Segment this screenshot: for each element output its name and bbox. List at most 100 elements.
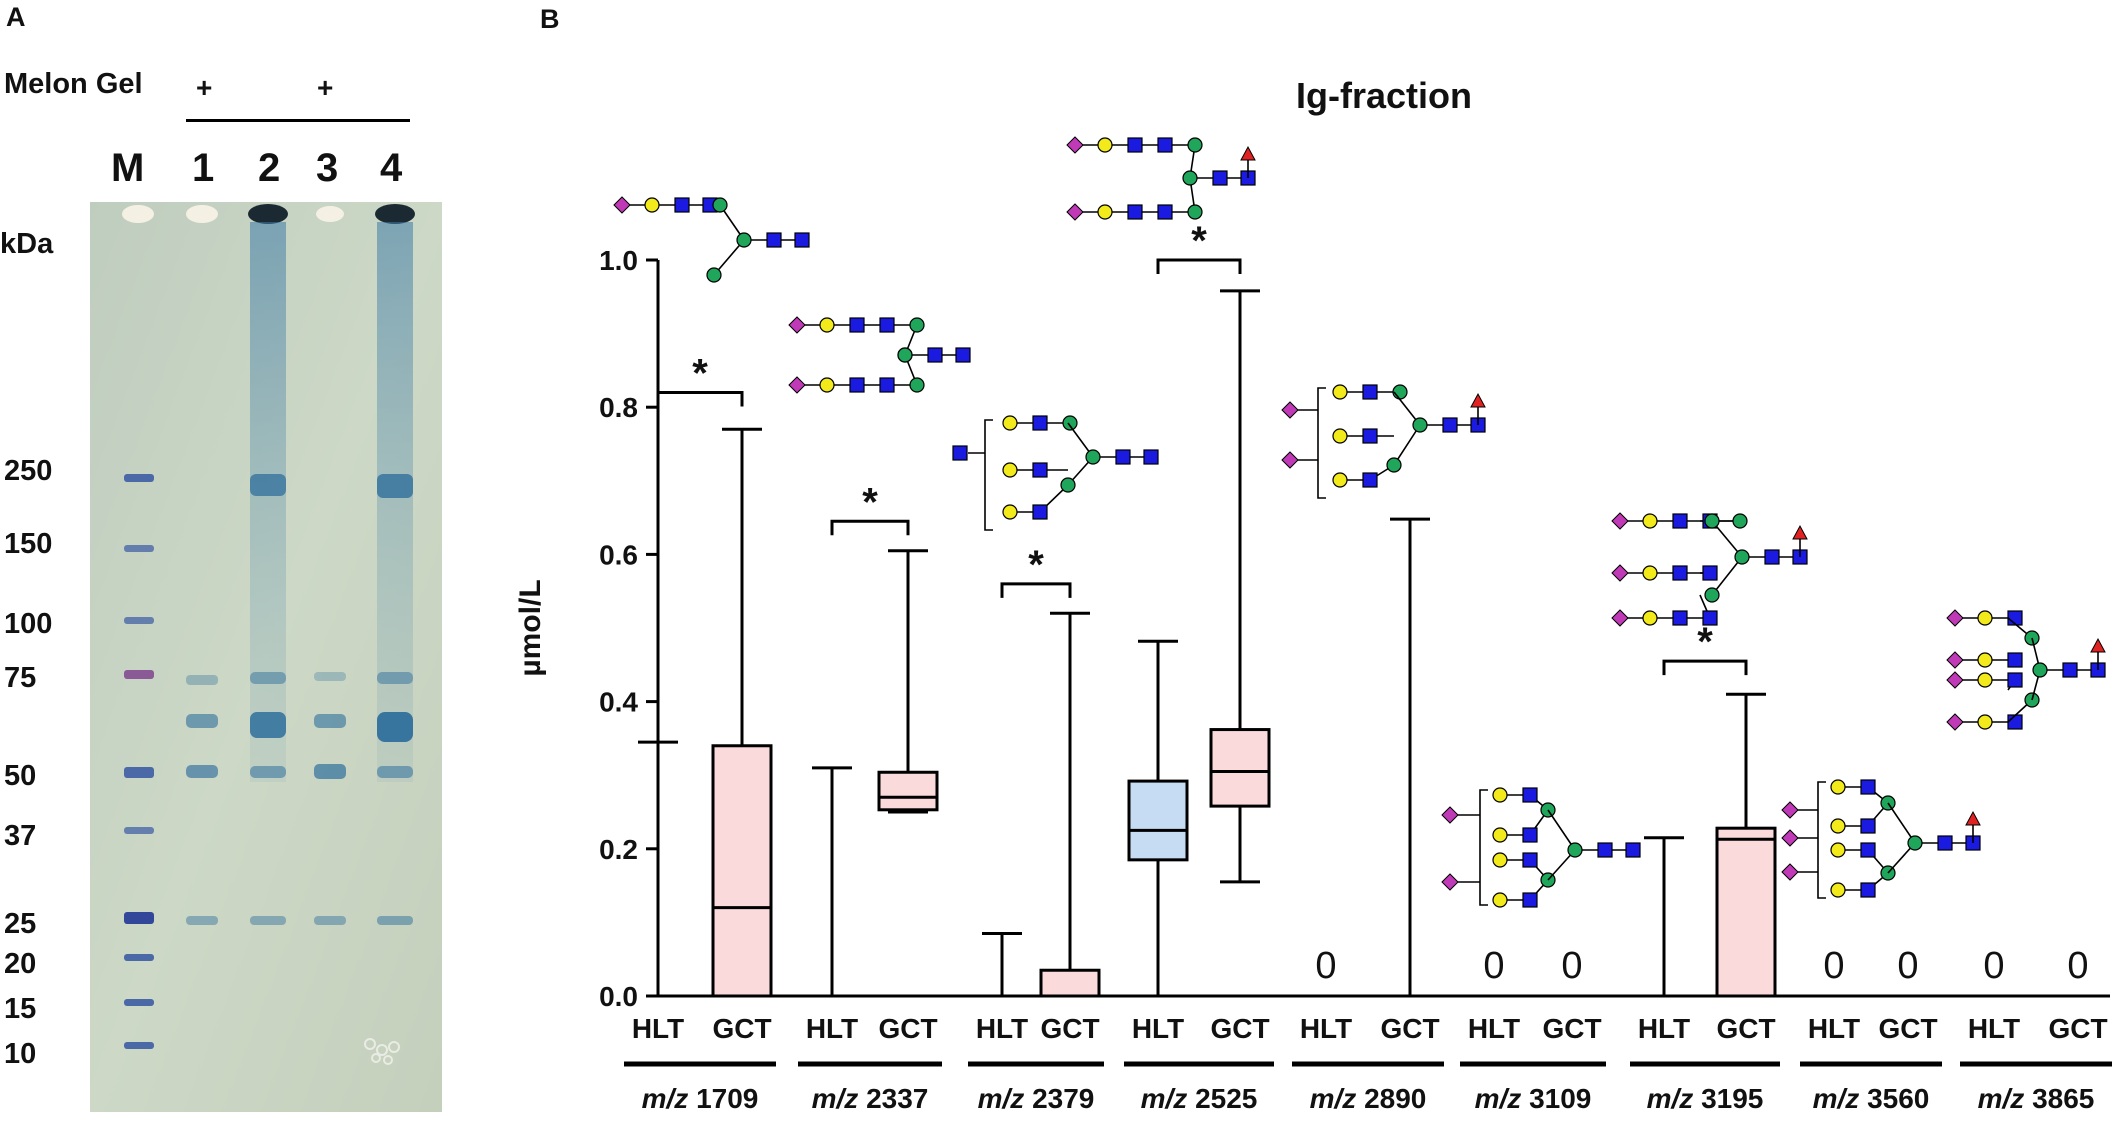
mannose-icon	[1567, 842, 1583, 858]
mannose-icon	[706, 267, 722, 283]
galactose-icon	[1332, 384, 1348, 400]
x-tick-label: GCT	[1542, 1013, 1601, 1044]
sialic-acid-icon	[1441, 806, 1459, 824]
y-tick-label: 0.2	[599, 834, 638, 865]
significance-bracket	[830, 519, 910, 536]
glycan-link	[1711, 556, 1743, 596]
zero-label: 0	[1897, 945, 1918, 987]
x-tick-label: HLT	[1638, 1013, 1690, 1044]
box	[1127, 779, 1189, 862]
sialic-acid-icon	[788, 376, 806, 394]
x-tick-label: GCT	[712, 1013, 771, 1044]
glycan-link	[713, 239, 745, 276]
glcnac-icon	[1702, 565, 1718, 581]
glcnac-icon	[955, 347, 971, 363]
galactose-icon	[1002, 462, 1018, 478]
galactose-icon	[1097, 137, 1113, 153]
marker-label: 100	[4, 608, 53, 640]
mannose-icon	[712, 197, 728, 213]
glcnac-icon	[1597, 842, 1613, 858]
glcnac-icon	[849, 317, 865, 333]
significance-bracket	[1662, 659, 1748, 676]
zero-label: 0	[1983, 945, 2004, 987]
significance-star: *	[1697, 620, 1713, 664]
mannose-icon	[1412, 417, 1428, 433]
group-label: m/z 2525	[1141, 1083, 1258, 1114]
x-tick-label: HLT	[632, 1013, 684, 1044]
glcnac-icon	[2007, 672, 2023, 688]
zero-label: 0	[1483, 945, 1504, 987]
x-tick-label: HLT	[806, 1013, 858, 1044]
glycan-bracket	[1817, 781, 1826, 899]
zero-label: 0	[2067, 945, 2088, 987]
sialic-acid-icon	[1781, 829, 1799, 847]
galactose-icon	[1830, 779, 1846, 795]
glcnac-icon	[1860, 818, 1876, 834]
glcnac-icon	[879, 317, 895, 333]
glycan-bracket	[1317, 387, 1326, 499]
mannose-icon	[1907, 835, 1923, 851]
mannose-icon	[1732, 513, 1748, 529]
glcnac-icon	[1522, 787, 1538, 803]
lane-label: 3	[316, 146, 339, 190]
galactose-icon	[1492, 787, 1508, 803]
x-tick-label: GCT	[1380, 1013, 1439, 1044]
glcnac-icon	[1143, 449, 1159, 465]
fucose-icon	[1792, 524, 1808, 540]
y-tick-label: 0.6	[599, 539, 638, 570]
galactose-icon	[1977, 672, 1993, 688]
glcnac-icon	[1362, 384, 1378, 400]
x-tick-label: HLT	[976, 1013, 1028, 1044]
group-label: m/z 2379	[978, 1083, 1095, 1114]
box	[1039, 968, 1101, 998]
melon-gel-label: Melon Gel	[4, 68, 143, 100]
lane-label: M	[111, 146, 145, 190]
plus-mark: +	[196, 72, 213, 103]
mannose-icon	[1386, 457, 1402, 473]
sialic-acid-icon	[1946, 713, 1964, 731]
galactose-icon	[1642, 565, 1658, 581]
glcnac-icon	[927, 347, 943, 363]
mannose-icon	[1187, 204, 1203, 220]
mannose-icon	[1182, 170, 1198, 186]
glycan-link	[1711, 520, 1743, 558]
marker-label: 20	[4, 948, 37, 980]
galactose-icon	[819, 377, 835, 393]
y-tick-label: 0.4	[599, 687, 638, 718]
significance-star: *	[1191, 219, 1207, 263]
mannose-icon	[909, 377, 925, 393]
sialic-acid-icon	[1611, 564, 1629, 582]
panel-a-letter: A	[6, 2, 26, 32]
fucose-icon	[1470, 392, 1486, 408]
sialic-acid-icon	[613, 196, 631, 214]
sialic-acid-icon	[1066, 203, 1084, 221]
galactose-icon	[1097, 204, 1113, 220]
mannose-icon	[1062, 415, 1078, 431]
box	[877, 770, 939, 812]
group-label: m/z 2890	[1310, 1083, 1427, 1114]
lane-label: 4	[380, 146, 403, 190]
x-tick-label: GCT	[1716, 1013, 1775, 1044]
galactose-icon	[1492, 892, 1508, 908]
sialic-acid-icon	[1781, 863, 1799, 881]
glcnac-icon	[1937, 835, 1953, 851]
galactose-icon	[1002, 415, 1018, 431]
fucose-icon	[1240, 145, 1256, 161]
sialic-acid-icon	[1946, 651, 1964, 669]
group-label: m/z 3865	[1978, 1083, 2095, 1114]
galactose-icon	[1977, 652, 1993, 668]
x-tick-label: HLT	[1468, 1013, 1520, 1044]
glcnac-icon	[1157, 204, 1173, 220]
melon-gel-underline	[186, 119, 410, 122]
glcnac-icon	[1442, 417, 1458, 433]
gel-image	[90, 202, 442, 1112]
glcnac-icon	[1212, 170, 1228, 186]
x-tick-label: GCT	[1878, 1013, 1937, 1044]
glcnac-icon	[1362, 428, 1378, 444]
group-label: m/z 1709	[642, 1083, 759, 1114]
marker-label: 250	[4, 455, 53, 487]
glcnac-icon	[2062, 662, 2078, 678]
x-tick-label: GCT	[1040, 1013, 1099, 1044]
mannose-icon	[897, 347, 913, 363]
marker-label: 37	[4, 820, 37, 852]
